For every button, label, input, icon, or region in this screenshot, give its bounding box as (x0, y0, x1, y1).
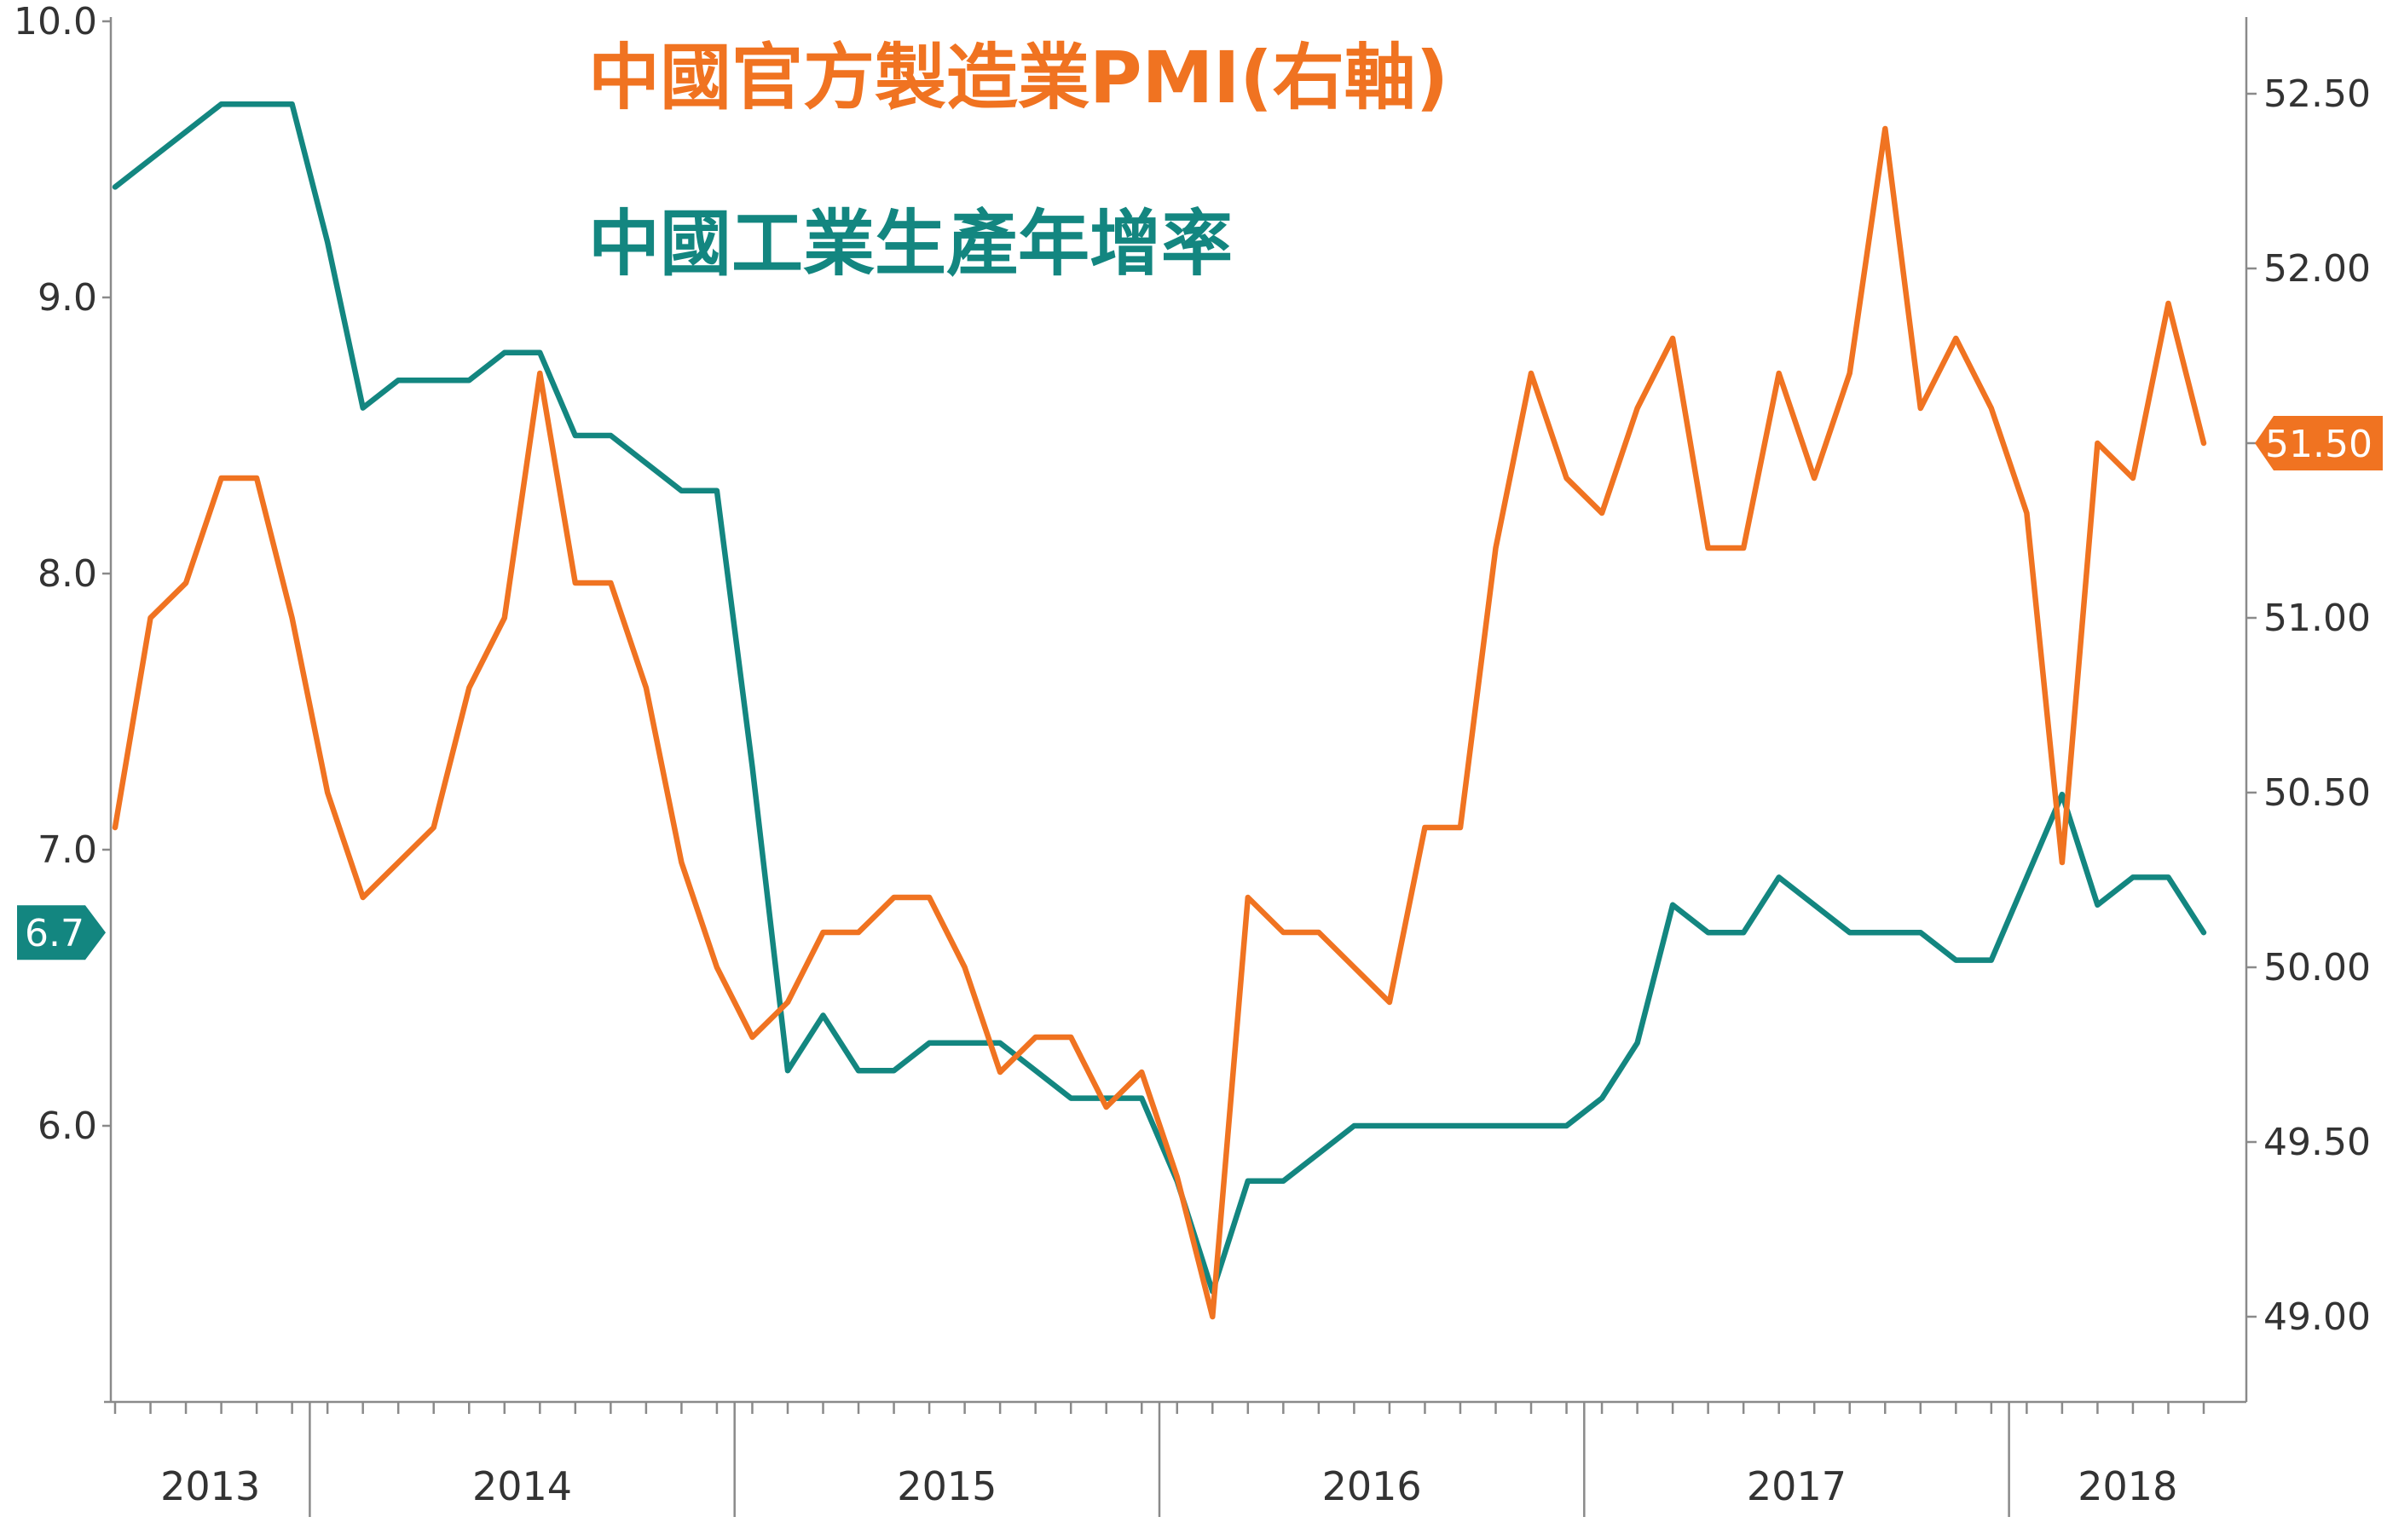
right-axis: 52.50 52.00 51.50 51.00 50.50 50.00 49.50 49.00 (2246, 72, 2371, 1339)
series-line-pmi (112, 125, 2207, 1320)
year-label: 2016 (1322, 1463, 1422, 1509)
right-tick-label: 52.50 (2263, 72, 2371, 116)
left-tick-label: 10.0 (14, 0, 97, 43)
industrial-production-last-value-label: 6.7 (25, 912, 84, 955)
right-tick-label: 49.00 (2263, 1295, 2371, 1339)
industrial-production-last-value-badge (17, 905, 106, 960)
right-tick-label: 52.00 (2263, 247, 2371, 291)
series-line-industrial-production (112, 101, 2207, 1295)
left-tick-label: 9.0 (38, 276, 97, 320)
year-label: 2018 (2078, 1463, 2177, 1509)
year-label: 2013 (160, 1463, 260, 1509)
left-tick-label: 8.0 (38, 552, 97, 596)
pmi-last-value-label: 51.50 (2265, 423, 2373, 466)
year-label: 2015 (897, 1463, 997, 1509)
right-tick-label: 51.00 (2263, 597, 2371, 640)
axes (109, 17, 2248, 1404)
year-label: 2014 (472, 1463, 572, 1509)
right-tick-label: 50.50 (2263, 771, 2371, 815)
legend: 中國官方製造業PMI(右軸) 中國工業生產年增率 (588, 36, 1448, 286)
series-layer (112, 101, 2207, 1320)
legend-pmi: 中國官方製造業PMI(右軸) (588, 36, 1448, 119)
left-tick-label: 7.0 (38, 828, 97, 872)
x-axis: 2013 2014 2015 2016 2017 2018 (113, 1402, 2205, 1517)
year-label: 2017 (1747, 1463, 1847, 1509)
left-axis: 10.0 9.0 8.0 7.0 6.0 (14, 0, 111, 1404)
value-badges: 51.50 6.7 (17, 416, 2383, 960)
right-tick-label: 49.50 (2263, 1121, 2371, 1164)
pmi-last-value-badge (2255, 416, 2383, 470)
right-tick-label: 50.00 (2263, 946, 2371, 989)
legend-industrial-production: 中國工業生產年增率 (588, 202, 1233, 286)
left-tick-label: 6.0 (38, 1105, 97, 1148)
